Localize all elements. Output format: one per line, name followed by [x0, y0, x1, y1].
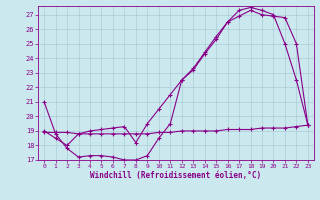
X-axis label: Windchill (Refroidissement éolien,°C): Windchill (Refroidissement éolien,°C) [91, 171, 261, 180]
